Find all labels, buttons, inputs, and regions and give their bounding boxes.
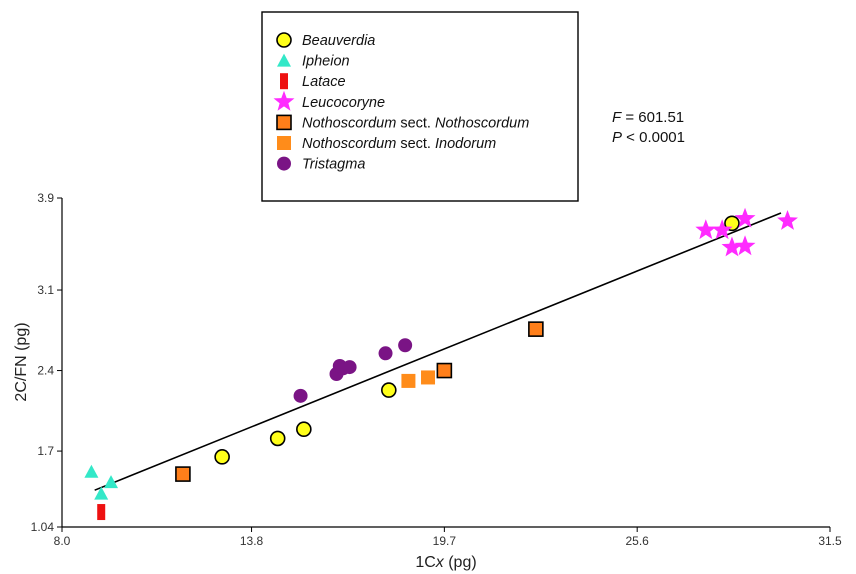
legend-box: [261, 11, 579, 202]
x-tick-label: 13.8: [240, 534, 264, 548]
legend-marker-leucocoryne: [273, 90, 295, 111]
point-ipheion: [84, 464, 99, 478]
point-nothoscordum-inodorum: [401, 373, 416, 388]
legend-label-leucocoryne: Leucocoryne: [302, 95, 385, 111]
point-beauverdia: [214, 449, 230, 465]
y-tick-label: 3.9: [37, 191, 54, 205]
point-beauverdia: [381, 382, 397, 398]
legend-marker-ipheion: [277, 53, 291, 67]
legend-label-beauverdia: Beauverdia: [302, 33, 375, 49]
legend: Beauverdia Ipheion Latace Leucocoryne Nothos…: [273, 32, 529, 173]
x-tick-label: 25.6: [626, 534, 650, 548]
point-leucocoryne: [734, 235, 756, 256]
f-statistic: F = 601.51: [612, 109, 684, 126]
point-leucocoryne: [777, 210, 798, 230]
legend-label-ipheion: Ipheion: [302, 54, 350, 70]
legend-marker-nothoscordum-inodorum: [277, 136, 291, 150]
legend-marker-nothoscordum-nothoscordum: [276, 114, 292, 131]
y-axis-title: 2C/FN (pg): [13, 322, 30, 401]
point-beauverdia: [296, 421, 312, 438]
point-beauverdia: [269, 430, 286, 447]
x-tick-label: 8.0: [54, 534, 71, 548]
point-tristagma: [398, 338, 413, 353]
y-tick-label: 3.1: [37, 283, 54, 297]
legend-marker-beauverdia: [276, 32, 292, 48]
x-tick-label: 31.5: [818, 534, 842, 548]
point-leucocoryne: [721, 236, 743, 257]
point-tristagma: [378, 346, 393, 361]
point-latace: [97, 504, 106, 521]
regression-line: [94, 212, 782, 491]
point-nothoscordum-nothoscordum: [175, 466, 191, 482]
point-leucocoryne: [734, 207, 756, 228]
point-ipheion: [94, 486, 109, 500]
y-tick-label: 1.04: [31, 520, 55, 534]
axis-ticks: 8.0 13.8 19.7 25.6 31.5 1.04 1.7 2.4 3.1 3.9: [31, 191, 842, 548]
point-leucocoryne: [695, 219, 717, 240]
legend-marker-tristagma: [277, 156, 291, 171]
legend-label-nothoscordum-nothoscordum: Nothoscordum sect. Nothoscordum: [302, 115, 529, 131]
data-points: [84, 207, 798, 521]
legend-label-nothoscordum-inodorum: Nothoscordum sect. Inodorum: [302, 136, 496, 152]
legend-label-tristagma: Tristagma: [302, 157, 365, 173]
legend-label-latace: Latace: [302, 74, 346, 90]
point-nothoscordum-inodorum: [421, 370, 436, 385]
point-leucocoryne: [711, 219, 733, 240]
x-tick-label: 19.7: [433, 534, 457, 548]
point-tristagma: [342, 360, 357, 375]
point-ipheion: [104, 475, 119, 489]
point-nothoscordum-nothoscordum: [436, 362, 453, 379]
p-value: P < 0.0001: [612, 129, 685, 146]
y-tick-label: 2.4: [37, 364, 54, 378]
point-tristagma: [293, 388, 308, 403]
point-nothoscordum-nothoscordum: [528, 321, 544, 337]
legend-marker-latace: [280, 73, 288, 90]
y-tick-label: 1.7: [37, 444, 54, 458]
x-axis-title: 1Cx (pg): [415, 554, 476, 571]
